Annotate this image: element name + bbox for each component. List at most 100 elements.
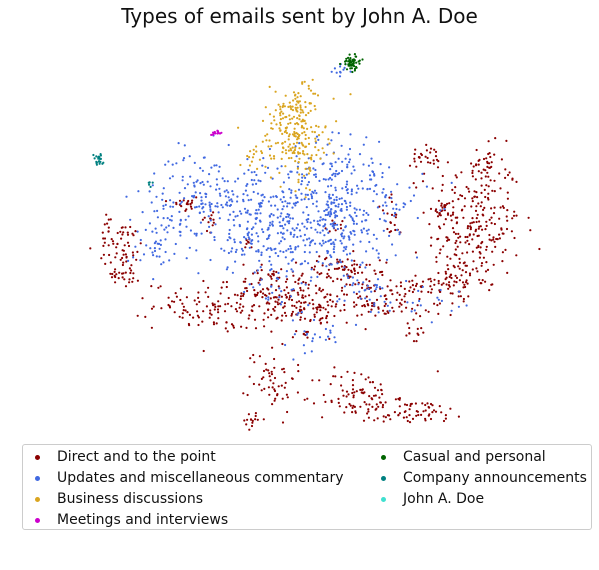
scatter-point [318,219,322,222]
scatter-point [324,240,327,244]
scatter-point [429,244,433,247]
scatter-point [392,207,395,210]
scatter-point [266,287,269,290]
scatter-point [344,225,347,228]
scatter-point [98,160,101,163]
scatter-point [246,211,249,214]
scatter-point [294,122,297,125]
scatter-point [506,219,509,222]
scatter-point [215,188,218,191]
scatter-point [293,333,296,336]
scatter-point [209,208,212,211]
scatter-point [337,205,340,208]
scatter-point [467,295,470,298]
scatter-point [289,106,292,109]
scatter-point [223,249,226,252]
scatter-point [343,216,346,219]
scatter-point [279,114,282,117]
scatter-point [156,209,159,212]
scatter-point [282,191,285,194]
scatter-point [120,237,123,240]
scatter-point [367,376,370,379]
scatter-point [150,307,154,310]
scatter-point [260,263,263,266]
scatter-point [141,297,144,300]
scatter-point [239,295,243,298]
scatter-point [371,398,374,401]
scatter-point [439,214,442,217]
scatter-point [289,245,292,248]
scatter-point [288,298,291,301]
scatter-point [314,92,317,95]
scatter-point [379,163,382,166]
scatter-point [297,92,300,95]
scatter-point [289,121,292,125]
scatter-point [351,388,355,391]
scatter-point [195,232,198,235]
legend-item: Direct and to the point [35,449,216,465]
scatter-point [325,203,328,206]
scatter-point [513,236,516,240]
scatter-point [246,220,249,223]
scatter-point [343,266,346,269]
scatter-point [276,394,279,397]
scatter-point [292,133,295,136]
scatter-point [255,232,258,235]
scatter-point [304,161,307,164]
scatter-point [334,172,337,175]
scatter-point [267,298,270,301]
scatter-point [178,223,181,226]
scatter-point [361,388,364,391]
scatter-point [165,226,168,229]
scatter-point [284,293,287,296]
scatter-point [429,277,432,280]
scatter-point [209,185,212,188]
scatter-point [255,217,258,221]
scatter-point [358,266,361,269]
scatter-point [372,394,376,397]
scatter-point [276,216,279,219]
scatter-point [342,229,345,232]
scatter-point [477,245,480,249]
scatter-point [309,169,312,172]
scatter-point [245,228,249,231]
scatter-point [212,221,215,224]
scatter-point [515,214,518,217]
scatter-point [345,253,349,256]
scatter-point [437,312,440,315]
scatter-point [240,292,243,295]
scatter-point [164,250,167,254]
scatter-point [315,292,318,295]
scatter-point [276,301,279,304]
scatter-point [293,229,296,232]
scatter-point [270,277,273,280]
scatter-point [264,293,267,297]
scatter-point [399,281,402,284]
scatter-point [311,379,314,382]
scatter-point [202,349,205,353]
scatter-point [343,299,346,302]
scatter-point [333,245,336,248]
scatter-point [384,196,387,199]
scatter-point [369,381,372,384]
scatter-point [347,56,350,60]
scatter-point [506,197,509,200]
scatter-point [277,385,280,388]
series-4 [339,53,364,74]
scatter-point [116,231,119,235]
scatter-point [425,185,428,188]
scatter-point [323,224,326,227]
scatter-point [257,240,260,243]
scatter-point [137,190,140,193]
scatter-point [416,327,419,330]
scatter-point [353,233,356,236]
scatter-point [119,230,122,233]
scatter-point [162,217,165,220]
scatter-point [529,229,532,232]
scatter-point [306,220,309,224]
scatter-point [409,199,412,203]
scatter-point [309,221,312,224]
scatter-point [310,126,313,129]
scatter-point [192,316,195,319]
scatter-point [162,207,165,210]
